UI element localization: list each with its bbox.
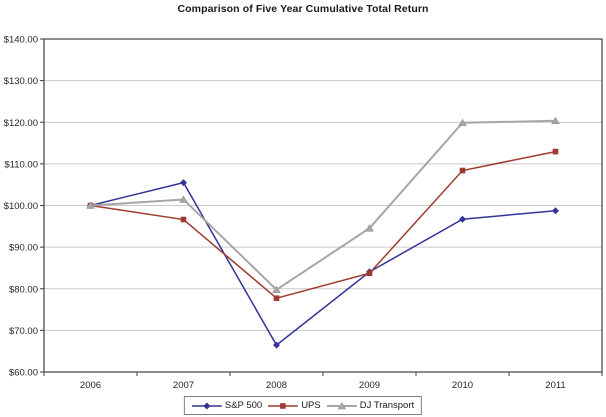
x-tick-label: 2008: [266, 380, 287, 391]
legend-entry-s-p-500: S&P 500: [191, 400, 263, 411]
swatch-marker: [203, 402, 211, 409]
data-point-dj-transport-2011: [551, 116, 560, 125]
dj-transport-triangle-marker-icon: [326, 401, 357, 409]
data-point-ups-2011: [552, 148, 559, 155]
y-tick-label: $70.00: [9, 326, 38, 337]
data-point-dj-transport-2010: [458, 118, 467, 127]
data-point-dj-transport-2008: [272, 285, 281, 293]
x-tick-label: 2009: [359, 380, 380, 391]
data-point-dj-transport-2007: [179, 195, 188, 203]
x-tick-label: 2011: [545, 380, 565, 391]
ups-square-marker-icon: [268, 402, 299, 409]
y-tick-label: $110.00: [4, 159, 38, 170]
series-line-s-p-500: [90, 181, 556, 347]
y-tick-label: $60.00: [9, 368, 38, 379]
y-tick-label: $90.00: [9, 243, 38, 254]
legend-label: S&P 500: [224, 400, 263, 411]
y-tick-label: $140.00: [4, 35, 38, 46]
data-point-ups-2009: [366, 270, 373, 277]
y-tick-label: $100.00: [4, 201, 38, 212]
s-p-500-diamond-marker-icon: [191, 402, 222, 409]
x-tick-label: 2007: [173, 380, 194, 391]
data-point-s-p-500-2007: [180, 179, 187, 187]
legend-label: UPS: [301, 400, 321, 411]
swatch-marker: [337, 401, 347, 409]
data-point-s-p-500-2008: [273, 341, 280, 349]
legend-entry-dj-transport: DJ Transport: [326, 400, 415, 411]
chart-title: Comparison of Five Year Cumulative Total…: [177, 3, 429, 15]
data-point-dj-transport-2009: [365, 224, 374, 232]
x-tick-label: 2006: [80, 380, 101, 391]
y-tick-label: $130.00: [4, 76, 38, 87]
data-point-s-p-500-2010: [459, 215, 466, 223]
data-point-s-p-500-2011: [552, 207, 559, 215]
legend: S&P 500 UPS DJ Transport: [183, 396, 423, 415]
data-point-ups-2010: [459, 167, 466, 174]
y-tick-label: $80.00: [9, 284, 38, 295]
legend-label: DJ Transport: [359, 400, 415, 411]
y-tick-label: $120.00: [4, 118, 38, 129]
data-point-dj-transport-2006: [86, 201, 95, 209]
legend-entry-ups: UPS: [268, 400, 321, 411]
x-tick-label: 2010: [452, 380, 473, 391]
plot-border: [43, 38, 603, 373]
series-line-ups: [90, 150, 556, 300]
swatch-marker: [280, 402, 286, 409]
data-point-ups-2008: [273, 295, 280, 301]
series-line-dj-transport: [90, 119, 556, 291]
data-point-ups-2007: [180, 216, 187, 223]
